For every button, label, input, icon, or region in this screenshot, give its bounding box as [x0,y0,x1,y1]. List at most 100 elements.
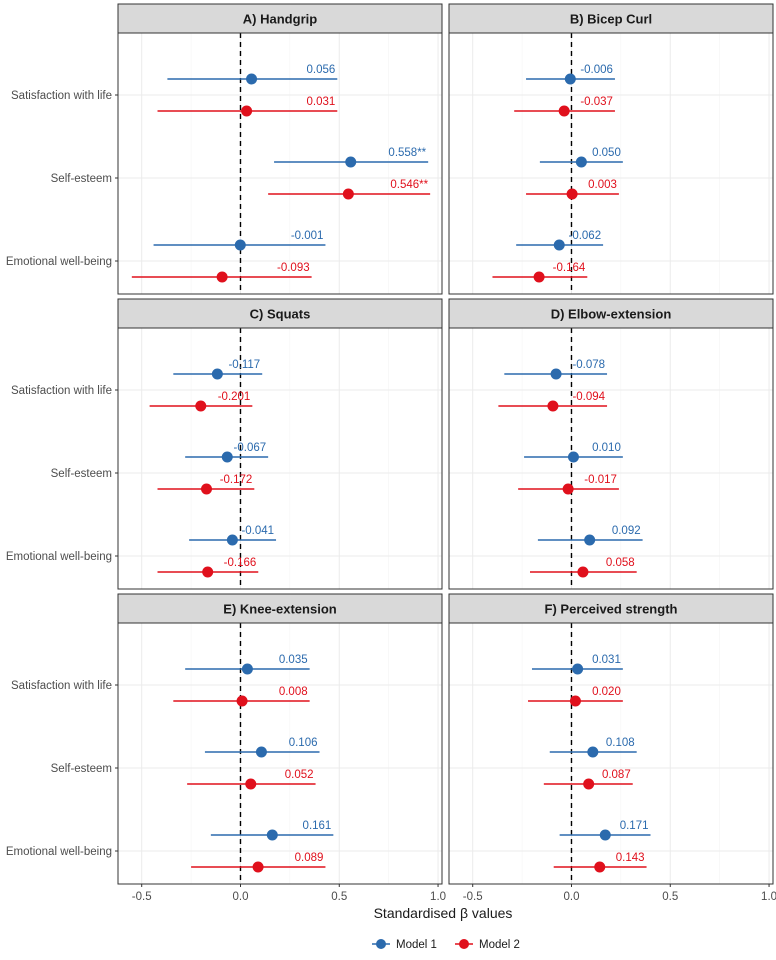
point-estimate-m2 [533,271,545,283]
x-axis-layer: -0.5 0.0 0.5 1.0 -0.5 0.0 0.5 1.0 [132,884,776,903]
value-label-m2: 0.087 [602,769,631,781]
value-label-m2: -0.201 [218,391,251,403]
panel-title: D) Elbow-extension [551,307,672,322]
point-estimate-m1 [550,368,562,380]
panel-strip [117,3,443,34]
point-estimate-m2 [216,271,228,283]
x-tick-label: -0.5 [463,891,483,903]
point-estimate-m1 [345,156,357,168]
panel-strip [117,593,443,624]
y-tick-label: Emotional well-being [6,846,112,858]
point-estimate-m1 [246,73,258,85]
x-tick-label: 0.0 [232,891,248,903]
value-label-m1: -0.117 [228,359,260,371]
value-label-m2: -0.164 [553,262,586,274]
panel-c: C) Squats -0.117 -0.201 -0.067 -0.172 -0.041 -… [6,298,443,590]
value-label-m2: 0.143 [616,852,645,864]
y-tick-label: Self-esteem [51,468,112,480]
value-label-m1: 0.171 [620,820,649,832]
y-tick-label: Satisfaction with life [11,90,112,102]
value-label-m1: 0.031 [592,654,621,666]
value-label-m2: 0.020 [592,686,621,698]
point-estimate-m1 [221,451,233,463]
point-estimate-m2 [342,188,354,200]
value-label-m1: 0.092 [612,525,641,537]
panel-a: A) Handgrip 0.056 0.031 0.558** 0.546** -0.00… [6,3,443,295]
panel-plot-area [118,328,442,589]
panel-plot-area [449,33,773,294]
panel-b: B) Bicep Curl -0.006 -0.037 0.050 0.003 -0.06… [448,3,774,295]
point-estimate-m2 [583,778,595,790]
point-estimate-m1 [564,73,576,85]
panel-plot-area [118,623,442,884]
y-tick-label: Satisfaction with life [11,680,112,692]
x-axis-title: Standardised β values [374,905,513,921]
value-label-m2: 0.003 [588,179,617,191]
point-estimate-m1 [584,534,596,546]
panel-strip [448,298,774,329]
point-estimate-m2 [562,483,574,495]
panel-plot-area [449,623,773,884]
value-label-m2: 0.058 [606,557,635,569]
x-tick-label: -0.5 [132,891,152,903]
value-label-m2: 0.031 [307,96,336,108]
value-label-m1: -0.006 [580,64,613,76]
panel-strip [448,3,774,34]
point-estimate-m1 [234,239,246,251]
point-estimate-m2 [569,695,581,707]
y-tick-label: Emotional well-being [6,551,112,563]
point-estimate-m2 [245,778,257,790]
panel-plot-area [118,33,442,294]
value-label-m2: -0.093 [277,262,310,274]
y-tick-label: Self-esteem [51,173,112,185]
x-tick-label: 0.5 [331,891,347,903]
value-label-m1: 0.108 [606,737,635,749]
x-tick-label: 0.0 [563,891,579,903]
panel-plot-area [449,328,773,589]
point-estimate-m2 [577,566,589,578]
legend-item-model-2: Model 2 [455,939,520,951]
point-estimate-m1 [255,746,267,758]
point-estimate-m1 [226,534,238,546]
panel-e: E) Knee-extension 0.035 0.008 0.106 0.052 0.1… [6,593,443,885]
point-estimate-m2 [195,400,207,412]
panel-title: E) Knee-extension [223,602,336,617]
legend-label: Model 1 [396,939,437,951]
panel-title: A) Handgrip [243,12,317,27]
value-label-m1: 0.035 [279,654,308,666]
value-label-m2: -0.166 [224,557,257,569]
value-label-m1: 0.010 [592,442,621,454]
panel-title: B) Bicep Curl [570,12,652,27]
point-estimate-m2 [202,566,214,578]
y-tick-label: Satisfaction with life [11,385,112,397]
value-label-m1: -0.067 [234,442,267,454]
point-estimate-m1 [575,156,587,168]
point-estimate-m2 [594,861,606,873]
panel-border [117,622,443,885]
point-estimate-m2 [236,695,248,707]
legend-key-point [376,939,386,949]
point-estimate-m1 [567,451,579,463]
value-label-m2: 0.546** [390,179,428,191]
legend-label: Model 2 [479,939,520,951]
panel-d: D) Elbow-extension -0.078 -0.094 0.010 -0.01… [448,298,774,590]
y-tick-label: Self-esteem [51,763,112,775]
point-estimate-m1 [266,829,278,841]
panel-strip [448,593,774,624]
panel-border [117,32,443,295]
x-tick-label: 1.0 [430,891,446,903]
panel-border [448,32,774,295]
value-label-m2: -0.094 [572,391,605,403]
legend-key-point [459,939,469,949]
legend-item-model-1: Model 1 [372,939,437,951]
panel-strip [117,298,443,329]
point-estimate-m1 [553,239,565,251]
point-estimate-m2 [201,483,213,495]
point-estimate-m1 [572,663,584,675]
value-label-m2: 0.089 [295,852,324,864]
value-label-m2: -0.037 [580,96,613,108]
value-label-m1: -0.001 [291,230,324,242]
value-label-m2: 0.052 [285,769,314,781]
point-estimate-m2 [252,861,264,873]
